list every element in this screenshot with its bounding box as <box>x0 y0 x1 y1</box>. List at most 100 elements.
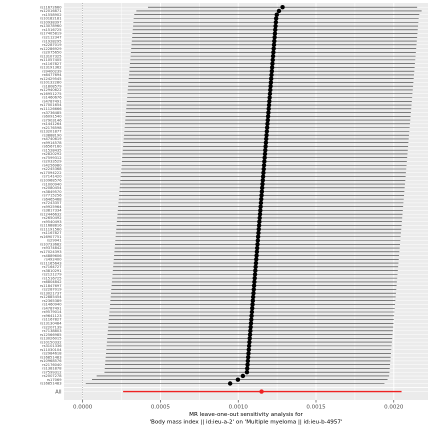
snp-label-rs1516725: rs1516725 <box>42 28 61 32</box>
snp-label-rs10938397: rs10938397 <box>40 20 62 24</box>
snp-label-rs17094222: rs17094222 <box>40 171 62 175</box>
snp-label-rs2075650: rs2075650 <box>42 51 62 55</box>
snp-label-rs11126666: rs11126666 <box>40 107 62 111</box>
point-rs2176598 <box>264 125 270 130</box>
point-rs13201877 <box>264 129 270 134</box>
point-rs2650492 <box>257 215 262 221</box>
point-rs11672660 <box>280 5 285 10</box>
snp-label-rs2007278: rs2007278 <box>42 374 62 378</box>
snp-label-rs13021737: rs13021737 <box>40 291 62 295</box>
point-rs1528435 <box>263 147 268 153</box>
point-rs2075650 <box>271 50 276 55</box>
point-all <box>259 389 264 394</box>
x-tick-label: 0.0015 <box>306 405 326 411</box>
snp-label-rs16951275: rs16951275 <box>40 92 62 96</box>
snp-label-rs2176040: rs2176040 <box>42 363 62 367</box>
panel-background <box>64 3 428 400</box>
snp-label-rs2207139: rs2207139 <box>42 325 62 329</box>
point-rs7141420 <box>260 174 266 179</box>
snp-label-rs9400239: rs9400239 <box>42 69 62 73</box>
snp-label-rs17405819: rs17405819 <box>40 32 62 36</box>
point-rs11847697 <box>251 283 257 288</box>
point-rs12446632 <box>257 211 263 217</box>
snp-label-rs13107325: rs13107325 <box>40 54 62 58</box>
snp-label-rs1381878: rs1381878 <box>42 367 62 371</box>
point-rs9579014 <box>249 309 255 315</box>
point-rs10968576b <box>245 358 251 364</box>
x-axis-ticks: 0.0000 0.0005 0.0010 0.0015 0.0020 <box>73 400 404 411</box>
point-rs7715256 <box>259 193 264 198</box>
snp-label-rs3810291: rs3810291 <box>42 269 61 273</box>
snp-label-rs7599312b: rs7599312 <box>42 370 61 374</box>
snp-label-rs1000940: rs1000940 <box>42 182 62 186</box>
snp-label-rs1928295: rs1928295 <box>42 39 61 43</box>
point-rs4740619 <box>264 136 269 142</box>
point-rs1441264 <box>265 121 270 127</box>
vertical-gridlines <box>82 3 395 400</box>
snp-label-rs3101336: rs3101336 <box>42 344 62 348</box>
point-rs3101336 <box>246 343 252 349</box>
point-rs13107325 <box>270 53 276 59</box>
snp-label-rs13191362: rs13191362 <box>40 66 62 70</box>
point-rs9540493 <box>257 219 262 224</box>
snp-label-rs2033529: rs2033529 <box>42 160 62 164</box>
point-rs9374842 <box>255 245 260 251</box>
snp-label-rs7164727: rs7164727 <box>42 265 61 269</box>
snp-label-rs1460676: rs1460676 <box>42 96 62 100</box>
point-rs2287019b <box>251 287 256 292</box>
point-rs2080454 <box>259 185 265 191</box>
point-rs2207139 <box>248 324 253 330</box>
point-rs13130484 <box>248 321 254 326</box>
point-rs16851483 <box>227 381 233 386</box>
point-rs1000940 <box>260 181 265 187</box>
x-tick-label: 0.0010 <box>229 405 249 411</box>
point-rs7164727 <box>253 264 258 270</box>
point-rs2007278 <box>240 373 246 379</box>
x-axis-title-line-2: 'Body mass index || id:ieu-a-2' on 'Mult… <box>150 420 343 426</box>
point-rs4787491 <box>267 99 272 104</box>
point-rs6465468 <box>259 196 264 202</box>
snp-label-rs2984618: rs2984618 <box>42 352 62 356</box>
point-rs1381878 <box>245 366 250 371</box>
point-rs13191362 <box>269 65 275 70</box>
snp-label-rs2287019b: rs2287019 <box>42 288 62 292</box>
snp-label-rs1558902: rs1558902 <box>42 13 61 17</box>
snp-label-rs7141420: rs7141420 <box>42 175 62 179</box>
snp-label-rs4787491b: rs4787491 <box>42 306 61 310</box>
point-rs6477694 <box>269 72 274 78</box>
point-rs11057405 <box>270 57 275 63</box>
point-rs16951275 <box>267 91 273 96</box>
point-rs17069 <box>235 377 241 382</box>
point-rs1516725b <box>252 275 257 281</box>
snp-label-rs6477694: rs6477694 <box>42 73 62 77</box>
snp-label-rs11030104: rs11030104 <box>40 348 62 352</box>
snp-label-rs17069: rs17069 <box>47 378 62 382</box>
snp-label-rs7903146: rs7903146 <box>42 118 62 122</box>
point-rs4256980 <box>261 163 267 168</box>
point-rs7599312 <box>262 155 267 160</box>
snp-label-rs11191560: rs11191560 <box>40 227 62 231</box>
snp-label-rs11688816: rs11688816 <box>40 224 62 228</box>
point-rs3810291 <box>253 268 258 273</box>
point-rs11126666 <box>266 106 271 112</box>
snp-label-rs2650492: rs2650492 <box>42 216 61 220</box>
snp-label-rs10150332: rs10150332 <box>40 340 62 344</box>
point-rs12286929 <box>271 46 276 51</box>
snp-label-rs7715256: rs7715256 <box>42 194 62 198</box>
point-rs10733682 <box>255 242 260 247</box>
point-rs11165643 <box>253 260 259 266</box>
point-rs13026015 <box>247 336 252 341</box>
point-rs9925964 <box>258 204 263 209</box>
point-rs7243357 <box>258 200 264 206</box>
point-rs1167827c <box>249 317 254 322</box>
snp-label-rs4787491: rs4787491 <box>42 99 61 103</box>
snp-label-rs2365389: rs2365389 <box>42 299 62 303</box>
snp-label-rs1441264: rs1441264 <box>42 122 62 126</box>
point-rs4787491b <box>250 306 255 311</box>
snp-label-rs2287019: rs2287019 <box>42 43 62 47</box>
point-rs12016871 <box>276 8 282 14</box>
point-rs6091540 <box>265 114 271 119</box>
point-rs13021737 <box>251 290 256 296</box>
snp-label-rs10968576b: rs10968576 <box>40 359 62 363</box>
snp-label-rs1808579: rs1808579 <box>42 84 62 88</box>
